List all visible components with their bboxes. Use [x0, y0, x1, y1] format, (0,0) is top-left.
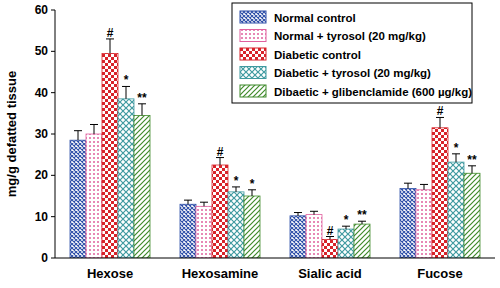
x-axis [55, 258, 495, 259]
error-bar [294, 213, 302, 216]
bar [290, 216, 306, 258]
legend-label: Diabetic + tyrosol (20 mg/kg) [274, 67, 431, 79]
bar [70, 140, 86, 258]
bar [338, 229, 354, 258]
error-bar [420, 184, 428, 189]
x-tick-label: Fucose [417, 266, 463, 281]
bars [70, 39, 480, 258]
error-bar [138, 104, 146, 116]
legend-swatch [240, 85, 266, 97]
significance-mark: # [217, 145, 224, 159]
significance-mark: ** [357, 208, 367, 222]
bar [228, 192, 244, 258]
error-bar [436, 117, 444, 127]
legend-label: Normal control [274, 12, 356, 24]
legend-swatch [240, 67, 266, 79]
error-bar [184, 200, 192, 204]
bar [134, 115, 150, 258]
y-tick-label: 40 [35, 86, 49, 100]
y-tick-label: 50 [35, 44, 49, 58]
significance-mark: * [234, 174, 239, 188]
legend-swatch [240, 30, 266, 42]
error-bar [90, 124, 98, 134]
significance-mark: # [437, 104, 444, 118]
y-tick [51, 51, 55, 52]
y-tick [51, 175, 55, 176]
bar [196, 206, 212, 258]
bar [448, 162, 464, 258]
bar [400, 189, 416, 258]
bar [86, 134, 102, 258]
error-bar [106, 39, 114, 53]
y-tick [51, 134, 55, 135]
significance-mark: # [107, 26, 114, 40]
bar [102, 53, 118, 258]
bar [180, 204, 196, 258]
legend-swatch [240, 11, 266, 23]
bar [322, 239, 338, 258]
y-tick-label: 20 [35, 168, 49, 182]
error-bar [310, 211, 318, 214]
bar [354, 224, 370, 258]
y-tick-label: 60 [35, 3, 49, 17]
significance-mark: * [344, 213, 349, 227]
x-tick-label: Sialic acid [298, 266, 362, 281]
error-bar [200, 202, 208, 206]
y-tick-label: 10 [35, 210, 49, 224]
x-tick-label: Hexosamine [182, 266, 259, 281]
y-tick [51, 216, 55, 217]
bar [416, 190, 432, 258]
legend: Normal control Normal + tyrosol (20 mg/kg… [232, 3, 472, 103]
chart: 0102030405060mg/g defatted tissue####***… [0, 0, 500, 288]
error-bar [74, 131, 82, 141]
error-bar [452, 154, 460, 162]
bar [432, 128, 448, 258]
significance-mark: * [250, 177, 255, 191]
bar [306, 215, 322, 258]
significance-mark: * [454, 141, 459, 155]
significance-mark: * [124, 73, 129, 87]
error-bar [122, 86, 130, 98]
bar [464, 173, 480, 258]
legend-label: Dibaetic + glibenclamide (600 µg/kg) [274, 86, 472, 98]
bar [244, 196, 260, 258]
legend-box [232, 3, 472, 103]
legend-label: Normal + tyrosol (20 mg/kg) [274, 30, 426, 42]
y-axis-label: mg/g defatted tissue [4, 71, 19, 197]
legend-swatch [240, 48, 266, 60]
error-bar [468, 166, 476, 173]
legend-label: Diabetic control [274, 49, 361, 61]
y-tick [51, 92, 55, 93]
significance-mark: ** [137, 91, 147, 105]
bar [118, 99, 134, 258]
y-tick-label: 0 [41, 251, 48, 265]
x-tick-label: Hexose [87, 266, 133, 281]
y-tick [51, 10, 55, 11]
y-tick [51, 258, 55, 259]
y-tick-label: 30 [35, 127, 49, 141]
significance-mark: ** [467, 153, 477, 167]
error-bar [404, 183, 412, 188]
error-bar [216, 158, 224, 165]
bar [212, 165, 228, 258]
significance-mark: # [327, 224, 334, 238]
